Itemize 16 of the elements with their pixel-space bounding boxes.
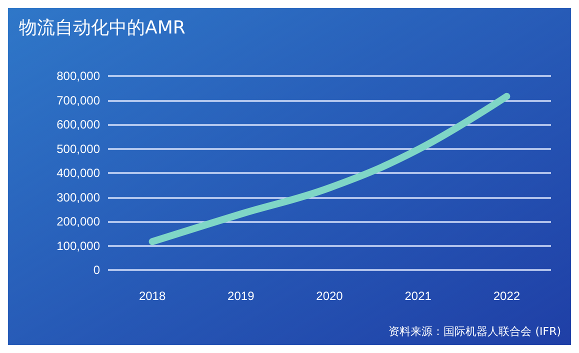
- y-tick-label: 700,000: [56, 93, 100, 108]
- y-tick-label: 400,000: [56, 166, 100, 180]
- x-tick-label: 2020: [316, 289, 344, 303]
- y-tick-label: 0: [93, 263, 100, 277]
- x-tick-label: 2018: [138, 289, 166, 303]
- y-tick-label: 600,000: [56, 118, 100, 132]
- y-tick-label: 100,000: [56, 238, 100, 253]
- y-tick-label: 800,000: [56, 69, 100, 83]
- x-tick-label: 2019: [228, 289, 255, 303]
- text: 资料来源：国际机器人联合会 (IFR): [388, 325, 562, 338]
- chart-title: 物流自动化中的AMR: [19, 18, 186, 38]
- y-tick-label: 300,000: [56, 190, 100, 204]
- x-tick-label: 2022: [493, 289, 520, 303]
- y-tick-label: 200,000: [56, 214, 100, 228]
- x-tick-label: 2021: [404, 289, 432, 303]
- y-tick-label: 500,000: [56, 142, 100, 156]
